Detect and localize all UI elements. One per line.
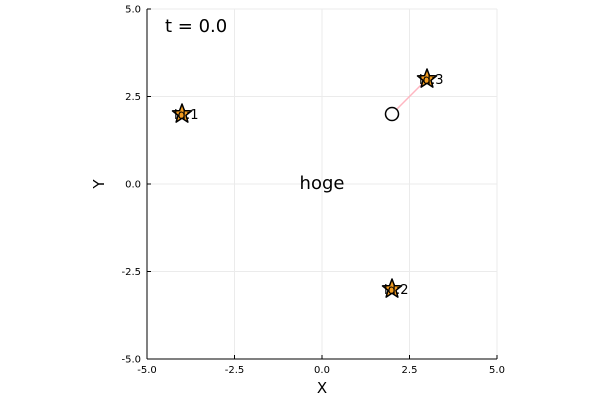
y-axis-label: Y <box>90 179 108 190</box>
x-tick-label: 2.5 <box>402 365 418 376</box>
agent-circle-marker <box>384 106 400 122</box>
marks: id:1 id:2 id:3 <box>171 68 444 298</box>
y-tick-label: -5.0 <box>121 355 141 366</box>
x-tick-label: 5.0 <box>489 365 505 376</box>
point-label: id:3 <box>419 73 444 88</box>
x-tick-label: -5.0 <box>137 365 157 376</box>
center-annotation: hoge <box>300 173 345 194</box>
y-tick-label: 0.0 <box>125 180 141 191</box>
x-tick-label: -2.5 <box>225 365 245 376</box>
point-label: id:2 <box>384 283 409 298</box>
x-axis-label: X <box>317 379 327 397</box>
ticks: -5.0 -2.5 0.0 2.5 5.0 -5.0 -2.5 0.0 2.5 5.0 <box>121 5 504 377</box>
y-tick-label: -2.5 <box>121 267 141 278</box>
star-marker <box>381 278 403 298</box>
star-marker <box>171 103 193 123</box>
star-marker <box>416 68 438 88</box>
point-label: id:1 <box>174 108 199 123</box>
y-tick-label: 5.0 <box>125 5 141 16</box>
y-tick-label: 2.5 <box>125 92 141 103</box>
time-annotation: t = 0.0 <box>165 16 227 37</box>
x-tick-label: 0.0 <box>314 365 330 376</box>
